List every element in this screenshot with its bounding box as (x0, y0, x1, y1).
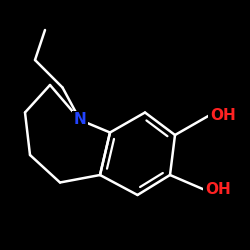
Text: OH: OH (210, 108, 236, 122)
Text: OH: OH (205, 182, 231, 198)
Text: N: N (74, 112, 86, 128)
